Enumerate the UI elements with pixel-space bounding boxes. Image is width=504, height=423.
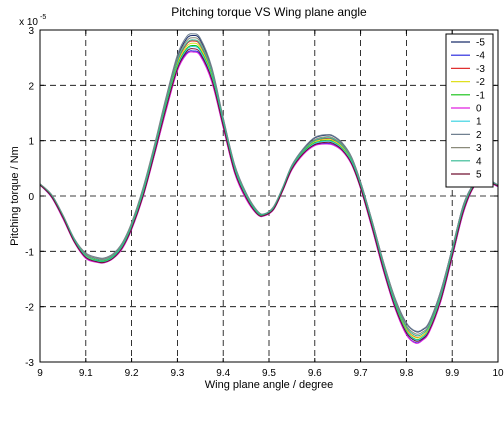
x-tick-label: 9.3	[170, 368, 184, 379]
axis-ticks	[39, 29, 499, 363]
x-tick-label: 9.2	[125, 368, 139, 379]
y-tick-label: -3	[25, 358, 34, 369]
y-tick-label: 1	[28, 137, 34, 148]
x-tick-label: 9	[37, 368, 43, 379]
x-tick-label: 10	[492, 368, 504, 379]
legend-items: -5 -4 -3 -2 -1 0 1 2 3 4 5	[451, 38, 485, 181]
legend-label-3: 3	[476, 143, 482, 154]
chart-title: Pitching torque VS Wing plane angle	[171, 5, 367, 19]
y-tick-label: -2	[25, 303, 34, 314]
x-tick-label: 9.8	[399, 368, 413, 379]
x-tick-label: 9.4	[216, 368, 230, 379]
legend-label-5: 5	[476, 170, 482, 181]
y-tick-label: 0	[28, 192, 34, 203]
x-axis-label: Wing plane angle / degree	[205, 379, 333, 391]
legend-label--2: -2	[476, 77, 485, 88]
y-exponent-label: x 10	[19, 17, 38, 28]
x-tick-label: 9.1	[79, 368, 93, 379]
y-tick-label: 3	[28, 26, 34, 37]
legend-label--3: -3	[476, 64, 485, 75]
x-tick-labels: 9 9.1 9.2 9.3 9.4 9.5 9.6 9.7 9.8 9.9 10	[37, 368, 504, 379]
legend-label--4: -4	[476, 51, 485, 62]
legend: -5 -4 -3 -2 -1 0 1 2 3 4 5	[445, 33, 494, 188]
x-tick-label: 9.7	[354, 368, 368, 379]
legend-label--5: -5	[476, 38, 485, 49]
series-line-0	[39, 51, 499, 344]
y-exponent-power: -5	[40, 14, 46, 21]
y-tick-label: 2	[28, 81, 34, 92]
x-tick-label: 9.6	[308, 368, 322, 379]
legend-label-0: 0	[476, 104, 482, 115]
legend-label-2: 2	[476, 130, 482, 141]
y-tick-label: -1	[25, 247, 34, 258]
y-axis-label: Pitching torque / Nm	[9, 146, 21, 246]
grid	[40, 30, 498, 362]
legend-label--1: -1	[476, 90, 485, 101]
x-tick-label: 9.9	[445, 368, 459, 379]
y-tick-labels: -3 -2 -1 0 1 2 3	[25, 26, 34, 369]
series-lines	[39, 33, 499, 344]
x-tick-label: 9.5	[262, 368, 276, 379]
series-line-4	[39, 39, 499, 337]
legend-label-1: 1	[476, 117, 482, 128]
legend-box	[445, 33, 494, 188]
legend-label-4: 4	[476, 156, 482, 167]
series-line-5	[39, 48, 499, 342]
